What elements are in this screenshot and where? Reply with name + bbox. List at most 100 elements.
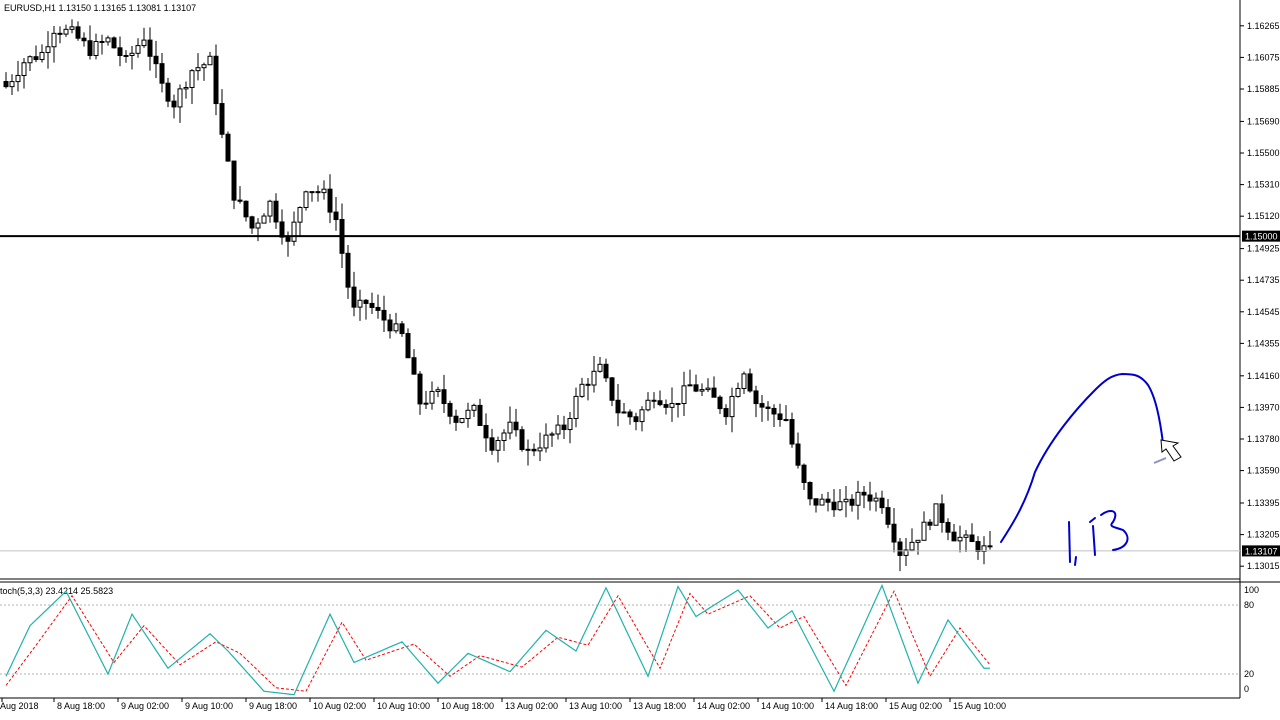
candle-body — [861, 491, 867, 496]
candle-body — [333, 211, 339, 221]
candle-body — [747, 373, 753, 392]
candle-body — [99, 40, 105, 43]
price-tick-label: 1.14545 — [1247, 307, 1280, 317]
candle-body — [765, 406, 771, 409]
candle-body — [963, 534, 969, 538]
candle-body — [849, 498, 855, 506]
indicator-label: toch(5,3,3) 23.4214 25.5823 — [0, 586, 113, 596]
price-tick-label: 1.14735 — [1247, 275, 1280, 285]
candle-body — [855, 491, 861, 506]
candle-body — [819, 498, 825, 506]
time-tick-label: 10 Aug 02:00 — [313, 701, 366, 711]
candle-body — [771, 407, 777, 415]
candle-body — [165, 82, 171, 102]
candle-body — [843, 498, 849, 503]
price-tick-label: 1.13015 — [1247, 561, 1280, 571]
candle-body — [69, 26, 75, 30]
candle-body — [321, 188, 327, 194]
price-tick-label: 1.16075 — [1247, 52, 1280, 62]
candle-body — [897, 541, 903, 556]
candle-body — [345, 252, 351, 288]
candle-body — [153, 55, 159, 65]
candle-body — [657, 400, 663, 406]
candle-body — [987, 545, 993, 548]
candle-body — [219, 103, 225, 135]
price-tick-label: 1.15885 — [1247, 84, 1280, 94]
candle-body — [171, 100, 177, 108]
drawn-text-1.13 — [1068, 509, 1129, 566]
candle-body — [501, 432, 507, 442]
candle-body — [813, 498, 819, 506]
candle-body — [399, 323, 405, 335]
candle-body — [609, 377, 615, 401]
candle-body — [453, 415, 459, 423]
candle-body — [957, 536, 963, 542]
candle-body — [981, 545, 987, 552]
candle-body — [213, 55, 219, 105]
time-tick-label: 9 Aug 18:00 — [249, 701, 297, 711]
candle-body — [417, 373, 423, 405]
candle-body — [243, 200, 249, 218]
candle-body — [801, 464, 807, 484]
candle-body — [207, 55, 213, 66]
candle-body — [57, 32, 63, 35]
candle-body — [933, 503, 939, 526]
candle-body — [483, 424, 489, 439]
candle-body — [873, 497, 879, 502]
time-tick-label: 15 Aug 10:00 — [953, 701, 1006, 711]
time-tick-label: 15 Aug 02:00 — [889, 701, 942, 711]
candle-body — [411, 357, 417, 375]
candle-body — [189, 70, 195, 89]
stoch-level-100: 100 — [1244, 585, 1259, 595]
candle-body — [705, 387, 711, 391]
candle-body — [27, 56, 33, 64]
stoch-main-line — [5, 583, 991, 696]
candle-body — [237, 199, 243, 202]
candle-body — [555, 424, 561, 435]
candle-body — [561, 424, 567, 431]
time-axis: Aug 2018 8 Aug 18:00 9 Aug 02:00 9 Aug 10:0… — [0, 698, 1006, 711]
candle-body — [735, 387, 741, 397]
candle-body — [393, 323, 399, 332]
candle-body — [567, 418, 573, 431]
horizontal-level-label: 1.15000 — [1245, 232, 1278, 242]
candle-body — [447, 403, 453, 417]
candle-body — [255, 222, 261, 229]
candles — [3, 19, 993, 572]
horizontal-level[interactable]: 1.15000 — [0, 230, 1280, 242]
candle-body — [351, 286, 357, 308]
candle-body — [627, 411, 633, 418]
stoch-signal-line — [5, 590, 991, 692]
candle-body — [885, 507, 891, 525]
candle-body — [429, 390, 435, 404]
candle-body — [753, 390, 759, 405]
time-tick-label: 13 Aug 02:00 — [505, 701, 558, 711]
candle-body — [495, 440, 501, 451]
candle-body — [381, 309, 387, 321]
stoch-level-0: 0 — [1244, 684, 1249, 694]
candle-body — [249, 216, 255, 229]
candle-body — [549, 433, 555, 436]
candle-body — [687, 384, 693, 387]
price-tick-label: 1.13205 — [1247, 530, 1280, 540]
candle-body — [105, 37, 111, 43]
candle-body — [591, 370, 597, 386]
candle-body — [603, 363, 609, 379]
candle-body — [201, 64, 207, 69]
candle-body — [903, 549, 909, 556]
candle-body — [75, 26, 81, 39]
candle-body — [273, 200, 279, 223]
time-tick-label: Aug 2018 — [0, 701, 39, 711]
candle-body — [21, 62, 27, 76]
candle-body — [831, 501, 837, 511]
candle-body — [87, 40, 93, 57]
price-tick-label: 1.15120 — [1247, 211, 1280, 221]
candle-body — [951, 531, 957, 542]
price-tick-label: 1.14925 — [1247, 244, 1280, 254]
candle-body — [945, 521, 951, 533]
candle-body — [615, 399, 621, 414]
time-tick-label: 10 Aug 18:00 — [441, 701, 494, 711]
candle-body — [573, 395, 579, 420]
time-tick-label: 10 Aug 10:00 — [377, 701, 430, 711]
